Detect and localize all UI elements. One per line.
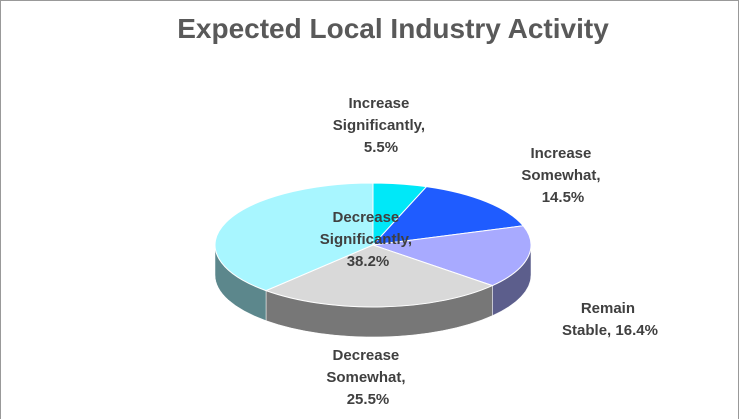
slice — [264, 244, 494, 308]
data-label-line: 14.5% — [542, 189, 585, 206]
data-label: Decrease Somewhat, 25.5% — [326, 347, 409, 408]
data-label: Remain Stable, 16.4% — [562, 300, 658, 339]
data-label-line: 5.5% — [364, 139, 398, 156]
chart-title: Expected Local Industry Activity — [177, 13, 609, 44]
data-label-line: 38.2% — [347, 253, 390, 270]
data-label-line: 25.5% — [347, 391, 390, 408]
data-label-line: Somewhat, — [326, 369, 409, 386]
slice — [372, 225, 532, 287]
data-label-line: Increase — [348, 95, 413, 112]
data-label: Increase Significantly, 5.5% — [333, 95, 429, 156]
slice — [214, 182, 374, 292]
data-label-line: Somewhat, — [521, 167, 604, 184]
data-label: Increase Somewhat, 14.5% — [521, 145, 604, 206]
data-label-line: Significantly, — [320, 231, 416, 248]
data-label-line: Stable, 16.4% — [562, 322, 658, 339]
data-label-line: Significantly, — [333, 117, 429, 134]
data-label: Decrease Significantly, 38.2% — [320, 209, 416, 270]
data-label-line: Increase — [530, 145, 595, 162]
data-label-line: Decrease — [333, 347, 404, 364]
data-label-line: Decrease — [333, 209, 404, 226]
data-label-line: Remain — [581, 300, 639, 317]
